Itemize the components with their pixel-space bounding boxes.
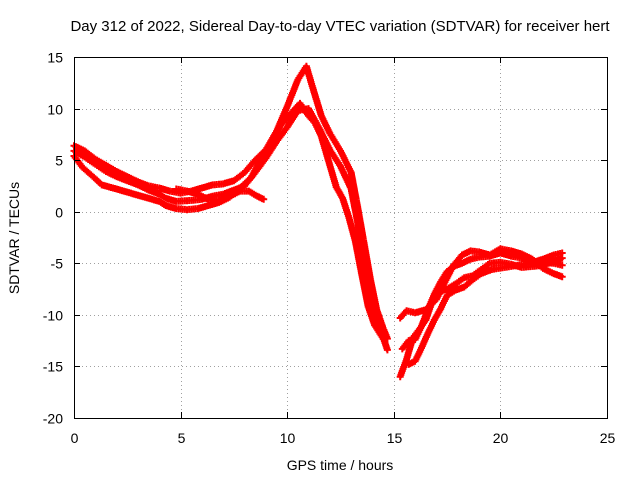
x-tick-label: 20 [493,430,509,446]
series-track-4 [172,185,268,204]
series-track-3 [70,99,387,343]
x-tick-label: 15 [387,430,403,446]
y-axis-label: SDTVAR / TECUs [6,182,22,294]
y-tick-label: -10 [43,308,63,324]
data-points [70,62,566,381]
x-tick-label: 5 [178,430,186,446]
grid-lines [74,57,607,418]
y-tick-label: 15 [47,50,63,66]
series-track-8 [405,249,566,368]
point-markers [405,249,566,368]
series-track-7 [396,245,566,322]
x-axis-label: GPS time / hours [287,457,394,473]
y-tick-label: -20 [43,411,63,427]
plot-frame [74,57,608,419]
chart-title: Day 312 of 2022, Sidereal Day-to-day VTE… [70,18,610,35]
point-markers [70,99,387,343]
series-track-2 [70,105,391,354]
y-axis-ticks: -20 -15 -10 -5 0 5 10 15 [43,50,607,427]
x-tick-label: 10 [280,430,296,446]
point-markers [172,185,268,204]
y-tick-label: -15 [43,359,63,375]
x-axis-ticks: 0 5 10 15 20 25 [71,57,616,446]
point-markers [70,105,391,354]
y-tick-label: 10 [47,102,63,118]
y-tick-label: -5 [51,256,64,272]
x-tick-label: 25 [600,430,616,446]
y-tick-label: 5 [55,153,63,169]
x-tick-label: 0 [71,430,79,446]
y-tick-label: 0 [55,205,63,221]
point-markers [396,245,566,322]
